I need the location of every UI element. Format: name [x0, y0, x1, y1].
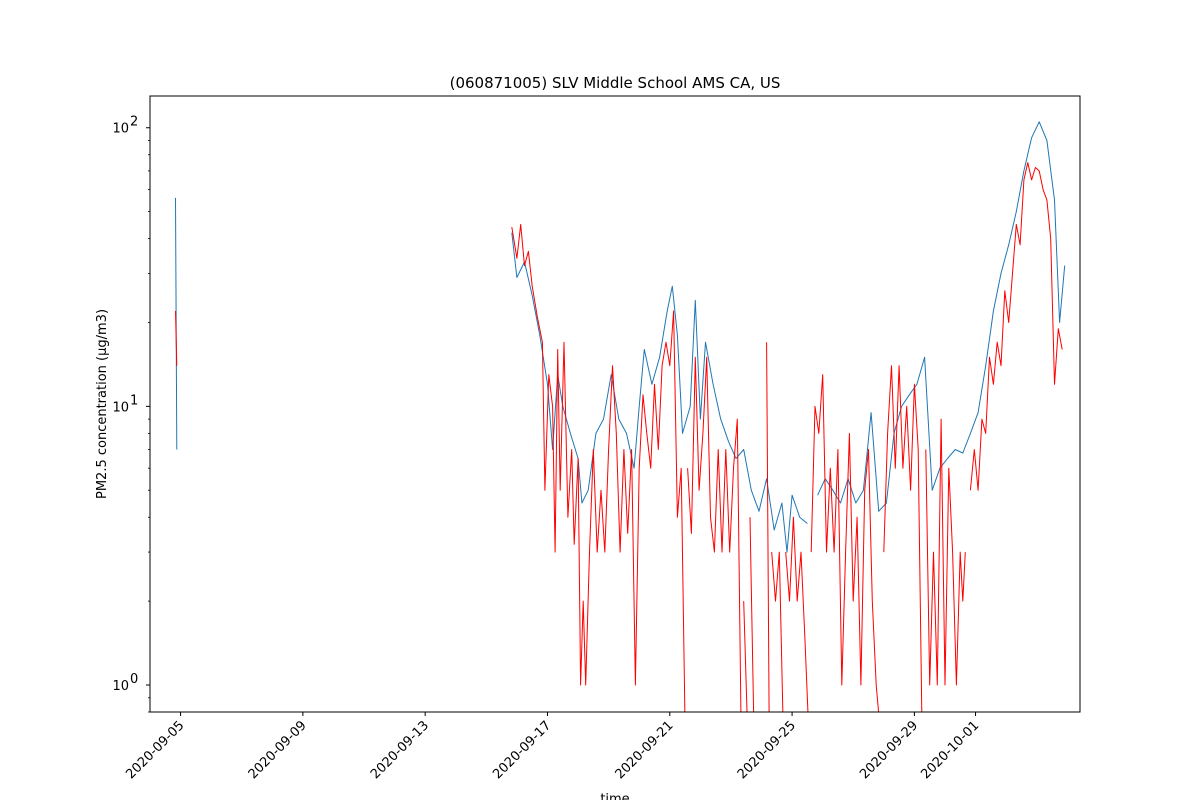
y-axis-label: PM2.5 concentration (µg/m3) — [95, 309, 110, 499]
y-tick-label: 10 — [112, 679, 129, 694]
y-tick-label: 10 — [112, 400, 129, 415]
y-tick-exponent: 0 — [130, 672, 138, 687]
series-layer — [175, 121, 1066, 712]
x-axis-label: time — [600, 792, 629, 800]
y-tick-exponent: 2 — [130, 115, 138, 130]
plot-frame — [149, 95, 1081, 713]
series-2-line — [175, 162, 1063, 712]
chart-title: (060871005) SLV Middle School AMS CA, US — [450, 74, 781, 92]
y-tick-label: 10 — [112, 122, 129, 137]
y-tick-exponent: 1 — [130, 393, 138, 408]
